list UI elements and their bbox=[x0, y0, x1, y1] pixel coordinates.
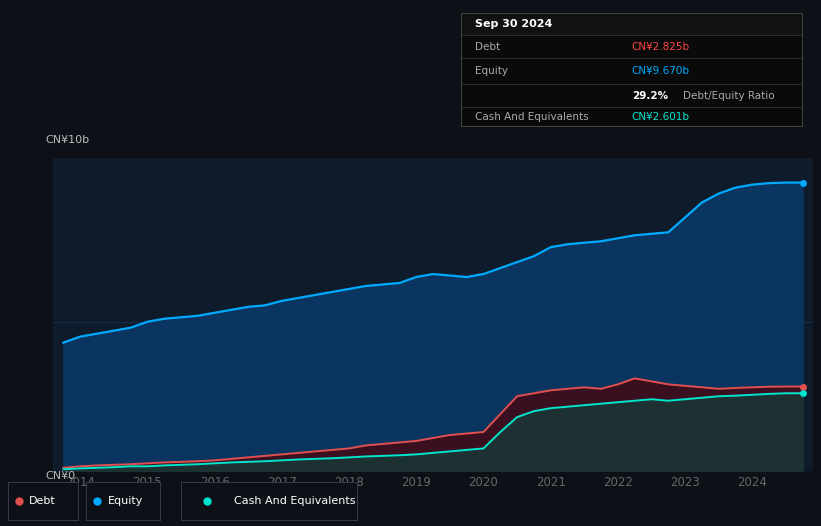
Text: Equity: Equity bbox=[108, 495, 144, 506]
Text: Debt/Equity Ratio: Debt/Equity Ratio bbox=[683, 90, 774, 100]
Text: CN¥10b: CN¥10b bbox=[46, 135, 89, 145]
Text: 29.2%: 29.2% bbox=[632, 90, 668, 100]
Text: Equity: Equity bbox=[475, 66, 508, 76]
Text: CN¥2.601b: CN¥2.601b bbox=[632, 112, 690, 122]
Text: Debt: Debt bbox=[30, 495, 56, 506]
Text: Debt: Debt bbox=[475, 42, 500, 52]
Text: CN¥0: CN¥0 bbox=[46, 471, 76, 481]
Bar bbox=[461, 13, 802, 35]
Text: Cash And Equivalents: Cash And Equivalents bbox=[475, 112, 589, 122]
Text: CN¥2.825b: CN¥2.825b bbox=[632, 42, 690, 52]
Text: CN¥9.670b: CN¥9.670b bbox=[632, 66, 690, 76]
Text: Cash And Equivalents: Cash And Equivalents bbox=[234, 495, 355, 506]
Text: Sep 30 2024: Sep 30 2024 bbox=[475, 19, 553, 29]
